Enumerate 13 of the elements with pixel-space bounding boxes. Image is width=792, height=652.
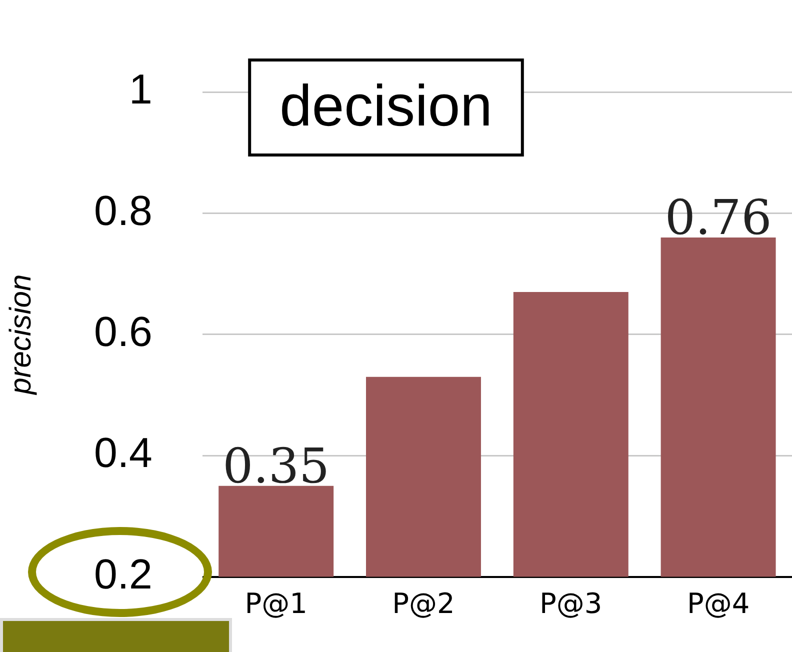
data-label: 0.76 xyxy=(664,190,772,246)
x-tick-label: P@3 xyxy=(540,586,602,620)
y-axis-title: precision xyxy=(4,274,38,396)
x-tick-label: P@2 xyxy=(392,586,455,620)
y-tick-label: 0.2 xyxy=(94,550,152,598)
y-tick-label: 0.4 xyxy=(94,429,152,476)
x-tick-label: P@1 xyxy=(244,586,308,620)
y-tick-label: 1 xyxy=(129,66,152,113)
data-label: 0.35 xyxy=(222,438,330,494)
y-tick-label: 0.6 xyxy=(94,308,152,355)
y-tick-label: 0.8 xyxy=(94,186,152,234)
chart-title: decision xyxy=(280,74,492,138)
x-tick-label: P@4 xyxy=(686,586,750,620)
